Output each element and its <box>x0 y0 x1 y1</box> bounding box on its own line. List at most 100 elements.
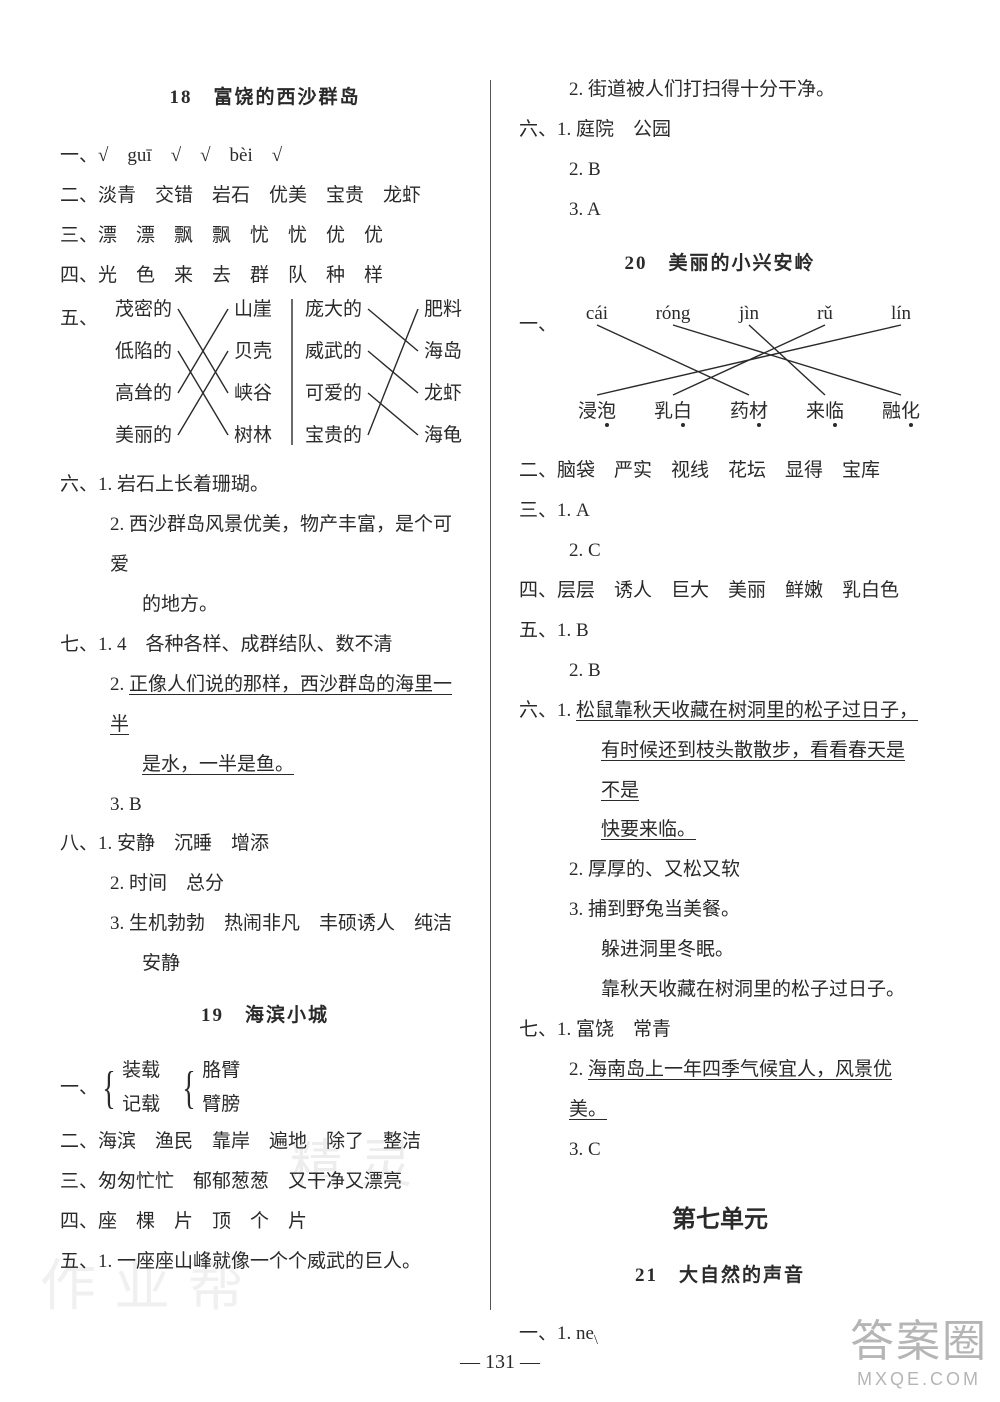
lesson-18-title: 18 富饶的西沙群岛 <box>60 78 470 118</box>
q20-6-3b: 躲进洞里冬眠。 <box>519 930 921 970</box>
brace-group-2: 胳臂 臂膀 <box>202 1054 240 1122</box>
svg-text:宝贵的: 宝贵的 <box>305 424 362 446</box>
q8-1: 八、1. 安静 沉睡 增添 <box>60 824 470 864</box>
brace-item: 记载 <box>122 1088 160 1122</box>
q20-6-1c-u: 快要来临。 <box>601 819 696 840</box>
q6-1: 六、1. 岩石上长着珊瑚。 <box>60 465 470 505</box>
r-top-2: 2. 街道被人们打扫得十分干净。 <box>519 70 921 110</box>
svg-text:肥料: 肥料 <box>424 298 462 320</box>
q19-1: 一、 { 装载 记载 { 胳臂 臂膀 <box>60 1054 470 1122</box>
q20-5-1: 五、1. B <box>519 611 921 651</box>
svg-text:威武的: 威武的 <box>305 340 362 362</box>
q7-2-u2: 是水，一半是鱼。 <box>142 754 294 775</box>
svg-text:高耸的: 高耸的 <box>115 382 172 404</box>
svg-text:海岛: 海岛 <box>424 340 462 362</box>
q20-1: 一、 cáiróngjìnrǔlín浸泡乳白药材来临融化 <box>519 301 921 451</box>
svg-text:美丽的: 美丽的 <box>115 424 172 446</box>
q20-7-2-u: 海南岛上一年四季气候宜人，风景优美。 <box>569 1059 892 1120</box>
svg-text:龙虾: 龙虾 <box>424 382 462 404</box>
lesson-21-title: 21 大自然的声音 <box>519 1256 921 1296</box>
q8-2: 2. 时间 总分 <box>60 864 470 904</box>
svg-text:乳白: 乳白 <box>654 400 692 422</box>
tone-mark-icon: \ <box>594 1333 598 1348</box>
q20-3-2: 2. C <box>519 531 921 571</box>
q2: 二、淡青 交错 岩石 优美 宝贵 龙虾 <box>60 176 470 216</box>
q21-1: 一、1. ne\ <box>519 1314 921 1355</box>
r6-2: 2. B <box>519 150 921 190</box>
svg-text:低陷的: 低陷的 <box>115 340 172 362</box>
right-column: 2. 街道被人们打扫得十分干净。 六、1. 庭院 公园 2. B 3. A 20… <box>491 70 921 1355</box>
q7-1: 七、1. 4 各种各样、成群结队、数不清 <box>60 625 470 665</box>
svg-text:róng: róng <box>656 303 691 324</box>
q7-2: 2. 正像人们说的那样，西沙群岛的海里一半 <box>60 665 470 745</box>
q6-2a: 2. 西沙群岛风景优美，物产丰富，是个可爱 <box>60 505 470 585</box>
unit-7-title: 第七单元 <box>519 1195 921 1245</box>
q21-1-text: 一、1. ne <box>519 1323 594 1344</box>
q20-4: 四、层层 诱人 巨大 美丽 鲜嫩 乳白色 <box>519 571 921 611</box>
page-footer: — 131 — <box>0 1351 1000 1374</box>
svg-text:海龟: 海龟 <box>424 424 462 446</box>
q7-2-pre: 2. <box>110 674 129 695</box>
svg-text:山崖: 山崖 <box>234 298 272 320</box>
brace-icon: { <box>102 1065 115 1111</box>
q19-1-label: 一、 <box>60 1068 98 1108</box>
svg-text:贝壳: 贝壳 <box>234 340 272 362</box>
q5-matching-diagram: 茂密的山崖低陷的贝壳高耸的峡谷美丽的树林庞大的肥料威武的海岛可爱的龙虾宝贵的海龟 <box>100 295 480 455</box>
q3: 三、漂 漂 飘 飘 忧 忧 优 优 <box>60 216 470 256</box>
q20-6-3c: 靠秋天收藏在树洞里的松子过日子。 <box>519 970 921 1010</box>
svg-text:树林: 树林 <box>234 424 272 446</box>
svg-text:jìn: jìn <box>738 303 760 324</box>
q19-4: 四、座 棵 片 顶 个 片 <box>60 1202 470 1242</box>
q5: 五、 茂密的山崖低陷的贝壳高耸的峡谷美丽的树林庞大的肥料威武的海岛可爱的龙虾宝贵… <box>60 295 470 465</box>
q20-3-1: 三、1. A <box>519 491 921 531</box>
q20-7-2-pre: 2. <box>569 1059 588 1080</box>
svg-text:来临: 来临 <box>806 400 844 422</box>
q20-6-1a: 松鼠靠秋天收藏在树洞里的松子过日子， <box>576 700 918 721</box>
svg-text:茂密的: 茂密的 <box>115 298 172 320</box>
svg-text:药材: 药材 <box>730 400 768 422</box>
brace-group-1: 装载 记载 <box>122 1054 160 1122</box>
q7-2-u1: 正像人们说的那样，西沙群岛的海里一半 <box>110 674 452 735</box>
q4: 四、光 色 来 去 群 队 种 样 <box>60 256 470 296</box>
r6-3: 3. A <box>519 190 921 230</box>
q20-7-1: 七、1. 富饶 常青 <box>519 1010 921 1050</box>
q20-7-3: 3. C <box>519 1130 921 1170</box>
r6-1: 六、1. 庭院 公园 <box>519 110 921 150</box>
brace-item: 装载 <box>122 1054 160 1088</box>
svg-text:rǔ: rǔ <box>817 303 833 324</box>
q20-6-2: 2. 厚厚的、又松又软 <box>519 850 921 890</box>
brace-item: 臂膀 <box>202 1088 240 1122</box>
q20-2: 二、脑袋 严实 视线 花坛 显得 宝库 <box>519 451 921 491</box>
svg-text:lín: lín <box>891 303 912 324</box>
q20-6-3a: 3. 捕到野兔当美餐。 <box>519 890 921 930</box>
q20-7-2: 2. 海南岛上一年四季气候宜人，风景优美。 <box>519 1050 921 1130</box>
q19-5: 五、1. 一座座山峰就像一个个威武的巨人。 <box>60 1242 470 1282</box>
brace-item: 胳臂 <box>202 1054 240 1088</box>
q8-3b: 安静 <box>60 944 470 984</box>
svg-text:cái: cái <box>586 303 608 324</box>
left-column: 18 富饶的西沙群岛 一、√ guī √ √ bèi √ 二、淡青 交错 岩石 … <box>60 70 490 1355</box>
q5-label: 五、 <box>60 299 98 339</box>
svg-text:融化: 融化 <box>882 400 920 422</box>
brace-icon: { <box>183 1065 196 1111</box>
q20-6-1b-u: 有时候还到枝头散散步，看看春天是不是 <box>601 740 905 801</box>
q20-6-1c: 快要来临。 <box>519 810 921 850</box>
q8-3a: 3. 生机勃勃 热闹非凡 丰硕诱人 纯洁 <box>60 904 470 944</box>
q19-3: 三、匆匆忙忙 郁郁葱葱 又干净又漂亮 <box>60 1162 470 1202</box>
q7-2b: 是水，一半是鱼。 <box>60 745 470 785</box>
q20-6-1b: 有时候还到枝头散散步，看看春天是不是 <box>519 731 921 811</box>
page: 18 富饶的西沙群岛 一、√ guī √ √ bèi √ 二、淡青 交错 岩石 … <box>0 0 1000 1395</box>
q19-2: 二、海滨 渔民 靠岸 遍地 除了 整洁 <box>60 1122 470 1162</box>
svg-text:庞大的: 庞大的 <box>305 298 362 320</box>
q20-6-1: 六、1. 松鼠靠秋天收藏在树洞里的松子过日子， <box>519 691 921 731</box>
q7-3: 3. B <box>60 785 470 825</box>
lesson-19-title: 19 海滨小城 <box>60 996 470 1036</box>
q6-2b: 的地方。 <box>60 585 470 625</box>
lesson-20-title: 20 美丽的小兴安岭 <box>519 244 921 284</box>
svg-text:峡谷: 峡谷 <box>234 382 272 404</box>
q20-5-2: 2. B <box>519 651 921 691</box>
q1: 一、√ guī √ √ bèi √ <box>60 136 470 176</box>
q20-matching-diagram: cái róng jìn rǔ lín 浸泡 乳白 药材 来临 融化 <box>549 301 929 441</box>
page-number: 131 <box>485 1351 515 1373</box>
svg-text:浸泡: 浸泡 <box>578 400 616 422</box>
